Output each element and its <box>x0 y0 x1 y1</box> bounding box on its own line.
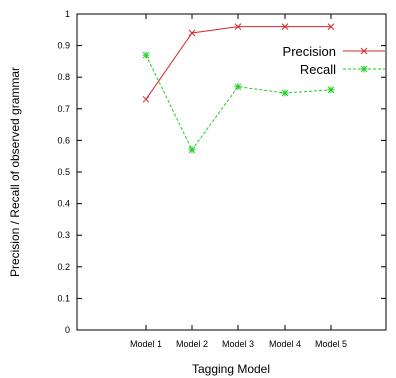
x-axis: Model 1 Model 2 Model 3 Model 4 Model 5 <box>130 14 347 349</box>
precision-point <box>327 23 335 30</box>
x-tick-label: Model 1 <box>130 339 162 349</box>
y-tick-label: 0.2 <box>57 262 70 272</box>
legend-marker-precision <box>360 47 368 55</box>
y-tick-label: 0.6 <box>57 135 70 145</box>
legend-label-precision: Precision <box>283 44 336 59</box>
recall-series-line <box>145 54 332 151</box>
y-tick-label: 0.8 <box>57 72 70 82</box>
plot-frame <box>76 13 387 331</box>
y-tick-label: 0.1 <box>57 293 70 303</box>
y-tick-label: 0.9 <box>57 41 70 51</box>
recall-point <box>327 86 335 94</box>
precision-point <box>234 23 242 30</box>
y-tick-label: 0.4 <box>57 199 70 209</box>
recall-point <box>234 83 242 91</box>
y-axis-title: Precision / Recall of observed grammar <box>8 67 22 277</box>
x-tick-label: Model 4 <box>269 339 301 349</box>
x-tick-label: Model 3 <box>222 339 254 349</box>
recall-point <box>188 146 196 154</box>
recall-point <box>281 89 289 97</box>
series-layer <box>142 23 335 154</box>
y-tick-label: 0.7 <box>57 104 70 114</box>
x-axis-title: Tagging Model <box>192 362 270 376</box>
y-tick-label: 0 <box>65 325 70 335</box>
y-tick-label: 0.5 <box>57 167 70 177</box>
legend: Precision Recall <box>283 44 385 77</box>
y-tick-label: 0.3 <box>57 230 70 240</box>
x-tick-label: Model 5 <box>315 339 347 349</box>
recall-point <box>142 51 150 59</box>
precision-point <box>142 95 150 103</box>
precision-point <box>281 23 289 30</box>
y-tick-label: 1 <box>65 9 70 19</box>
legend-label-recall: Recall <box>300 62 336 77</box>
precision-point <box>188 29 196 37</box>
y-axis: 0 0.1 0.2 0.3 0.4 0.5 0.6 0.7 0.8 0.9 1 <box>57 9 386 335</box>
legend-marker-recall <box>360 65 368 73</box>
x-tick-label: Model 2 <box>176 339 208 349</box>
